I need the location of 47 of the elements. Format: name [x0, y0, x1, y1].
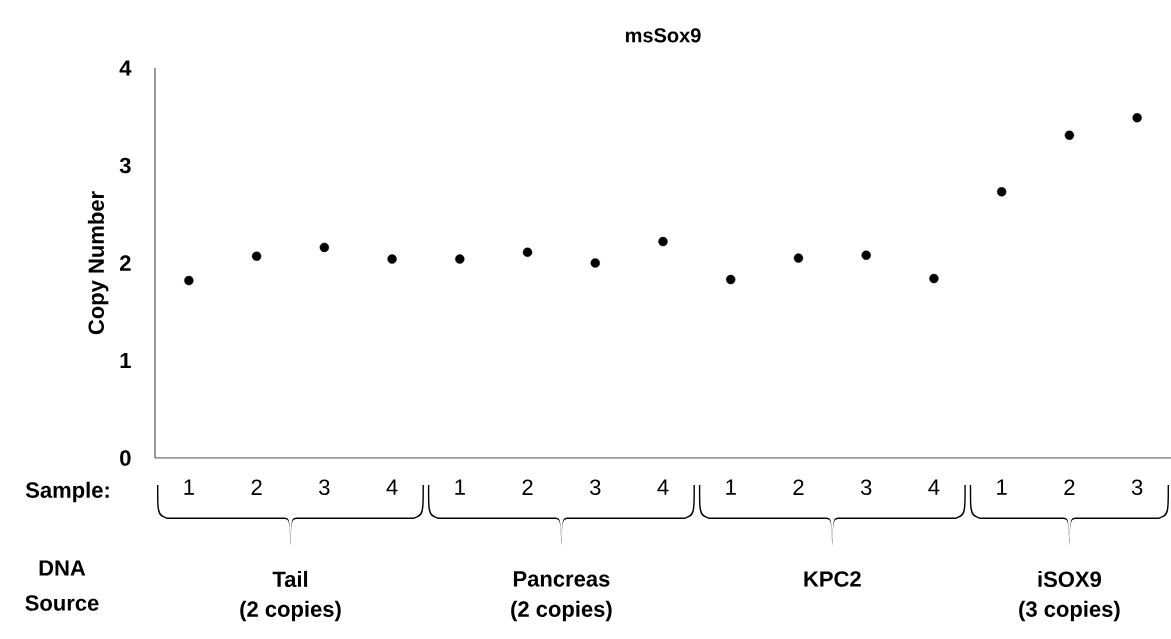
point [319, 242, 330, 253]
x-tick-label: 2 [522, 479, 533, 495]
point [455, 254, 465, 264]
x-tick-label: 3 [1131, 479, 1143, 496]
x-tick-label: 2 [1064, 479, 1075, 495]
x-tick-label: 3 [319, 479, 330, 496]
x-tick-label: 4 [657, 479, 669, 495]
text: (2 copies) [240, 600, 341, 622]
y-tick-label: 3 [119, 157, 131, 174]
point [658, 236, 668, 247]
text: Tail [272, 570, 308, 588]
y-tick-label: 0 [120, 450, 131, 466]
text: DNA [39, 560, 86, 576]
text: KPC2 [804, 571, 861, 587]
point [387, 254, 397, 264]
point [251, 251, 262, 261]
point [1064, 130, 1075, 140]
x-tick-label: 2 [251, 479, 262, 495]
point [793, 253, 804, 263]
point [184, 275, 194, 286]
y-axis-title: Copy Number [87, 191, 109, 335]
y-tick-label: 4 [119, 60, 132, 76]
chart-title: msSox9 [625, 28, 701, 43]
x-tick-label: 1 [726, 479, 736, 495]
point [861, 250, 871, 260]
x-tick-label: 1 [455, 479, 465, 495]
x-tick-label: 2 [793, 479, 804, 495]
text: (2 copies) [511, 600, 612, 622]
text: Pancreas [513, 571, 610, 587]
text: Source [25, 595, 99, 611]
y-tick-label: 1 [120, 352, 131, 369]
y-tick-label: 2 [120, 255, 131, 271]
point [522, 247, 533, 257]
x-tick-label: 4 [386, 479, 398, 495]
point [996, 187, 1007, 197]
x-tick-label: 3 [589, 479, 601, 496]
x-tick-label: 4 [928, 479, 940, 495]
point [1132, 113, 1142, 123]
point [590, 258, 600, 268]
text: Sample: [25, 481, 109, 503]
point [726, 274, 736, 285]
x-tick-label: 1 [184, 479, 194, 495]
x-tick-label: 3 [860, 479, 872, 496]
text: iSOX9 [1038, 570, 1101, 588]
text: (3 copies) [1019, 600, 1120, 622]
x-tick-label: 1 [997, 479, 1007, 495]
point [929, 273, 939, 284]
